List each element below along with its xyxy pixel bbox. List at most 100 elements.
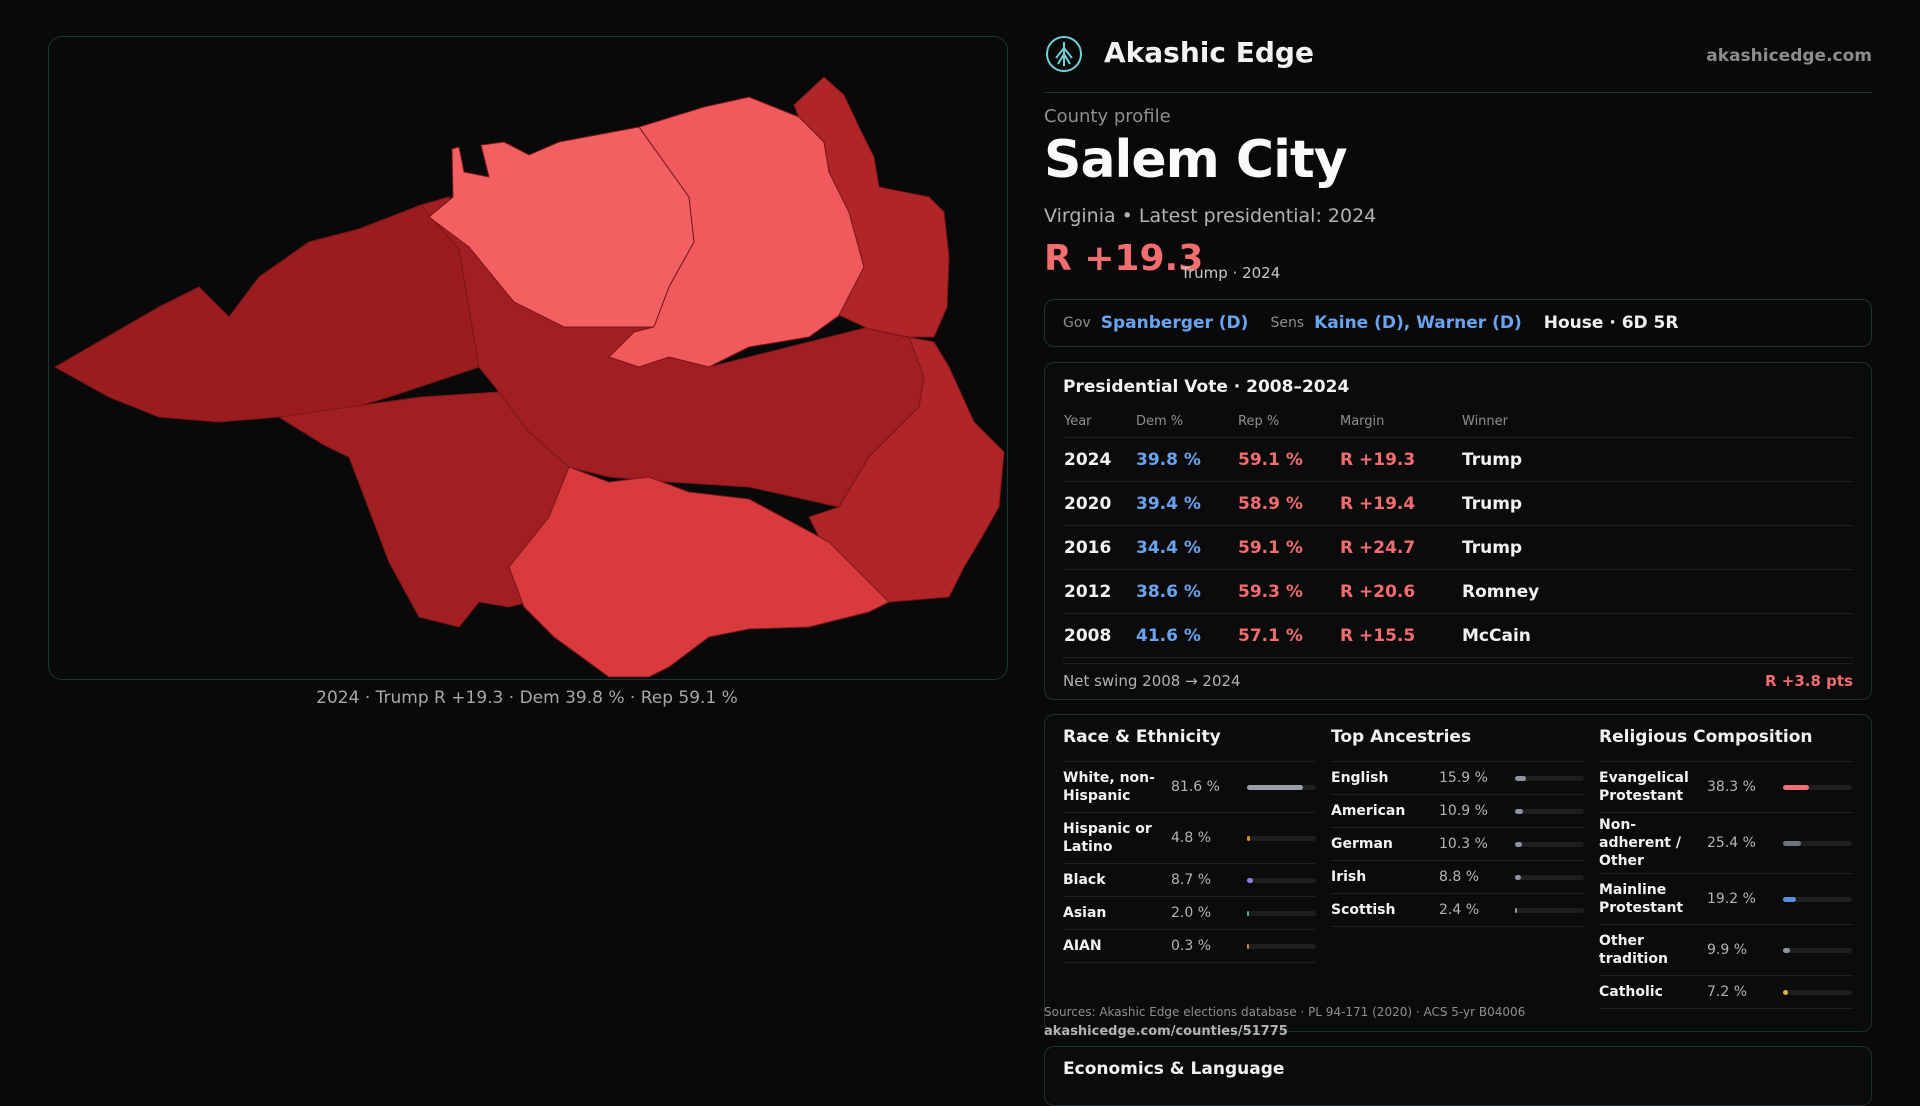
item-name: German — [1331, 836, 1393, 852]
cell-winner: McCain — [1461, 613, 1853, 658]
list-item: American 10.9 % — [1331, 795, 1584, 828]
share-bar — [1783, 947, 1852, 953]
vote-panel-title: Presidential Vote · 2008–2024 — [1063, 377, 1350, 397]
table-row: 2016 34.4 % 59.1 % R +24.7 Trump — [1063, 525, 1853, 570]
item-percent: 4.8 % — [1171, 830, 1212, 846]
table-row: 2012 38.6 % 59.3 % R +20.6 Romney — [1063, 569, 1853, 614]
cell-dem: 34.4 % — [1135, 525, 1237, 570]
table-row: 2008 41.6 % 57.1 % R +15.5 McCain — [1063, 613, 1853, 658]
senators-label: Sens — [1270, 315, 1305, 331]
item-name: White, non-Hispanic — [1063, 770, 1155, 804]
cell-dem: 39.8 % — [1135, 437, 1237, 482]
item-percent: 19.2 % — [1707, 891, 1756, 907]
ancestry-column: Top Ancestries English 15.9 % American 10.9… — [1331, 727, 1584, 927]
cell-winner: Trump — [1461, 437, 1853, 482]
race-list: White, non-Hispanic 81.6 % Hispanic or Lat… — [1063, 762, 1316, 963]
share-bar — [1247, 835, 1316, 841]
cell-rep: 59.1 % — [1237, 525, 1339, 570]
list-item: Asian 2.0 % — [1063, 897, 1316, 930]
item-name: Hispanic or Latino — [1063, 821, 1152, 855]
cell-rep: 58.9 % — [1237, 481, 1339, 526]
cell-margin: R +19.3 — [1339, 437, 1461, 482]
cell-year: 2012 — [1063, 569, 1135, 614]
share-bar-fill — [1783, 989, 1788, 995]
col-margin: Margin — [1339, 405, 1461, 438]
sources-text: Sources: Akashic Edge elections database… — [1044, 1005, 1526, 1019]
profile-eyebrow: County profile — [1044, 106, 1171, 127]
cell-margin: R +15.5 — [1339, 613, 1461, 658]
item-name: Asian — [1063, 905, 1107, 921]
item-name: Other tradition — [1599, 933, 1668, 967]
list-item: German 10.3 % — [1331, 828, 1584, 861]
share-bar — [1783, 784, 1852, 790]
site-domain[interactable]: akashicedge.com — [1706, 46, 1872, 66]
house-delegation: House · 6D 5R — [1543, 313, 1679, 333]
col-rep: Rep % — [1237, 405, 1339, 438]
map-precinct[interactable] — [808, 328, 1005, 603]
share-bar-fill — [1515, 907, 1517, 913]
source-url[interactable]: akashicedge.com/counties/51775 — [1044, 1024, 1288, 1039]
share-bar-fill — [1515, 808, 1523, 814]
map-precinct[interactable] — [53, 204, 480, 423]
county-map-svg — [53, 76, 1005, 678]
share-bar — [1247, 877, 1316, 883]
list-item: Non-adherent / Other 25.4 % — [1599, 813, 1853, 874]
list-item: Catholic 7.2 % — [1599, 976, 1853, 1009]
list-item: Scottish 2.4 % — [1331, 894, 1584, 927]
senators-names[interactable]: Kaine (D), Warner (D) — [1314, 313, 1522, 333]
cell-dem: 41.6 % — [1135, 613, 1237, 658]
cell-year: 2008 — [1063, 613, 1135, 658]
cell-year: 2020 — [1063, 481, 1135, 526]
item-percent: 2.0 % — [1171, 905, 1212, 921]
list-item: Other tradition 9.9 % — [1599, 925, 1853, 976]
item-percent: 7.2 % — [1707, 984, 1748, 1000]
share-bar-fill — [1247, 910, 1249, 916]
brand-name[interactable]: Akashic Edge — [1104, 36, 1314, 69]
cell-year: 2024 — [1063, 437, 1135, 482]
county-map[interactable] — [48, 36, 1008, 680]
item-name: Black — [1063, 872, 1106, 888]
religion-column: Religious Composition Evangelical Protes… — [1599, 727, 1853, 1009]
table-row: 2024 39.8 % 59.1 % R +19.3 Trump — [1063, 437, 1853, 482]
share-bar — [1515, 874, 1584, 880]
list-item: Mainline Protestant 19.2 % — [1599, 874, 1853, 925]
tree-globe-icon[interactable] — [1044, 34, 1084, 74]
item-name: Catholic — [1599, 984, 1663, 1000]
item-name: AIAN — [1063, 938, 1102, 954]
cell-margin: R +19.4 — [1339, 481, 1461, 526]
item-percent: 38.3 % — [1707, 779, 1756, 795]
share-bar — [1783, 840, 1852, 846]
county-title: Salem City — [1044, 130, 1348, 190]
share-bar — [1247, 910, 1316, 916]
governor-name[interactable]: Spanberger (D) — [1100, 313, 1249, 333]
cell-winner: Trump — [1461, 525, 1853, 570]
item-percent: 8.7 % — [1171, 872, 1212, 888]
vote-table-header: Year Dem % Rep % Margin Winner — [1063, 405, 1853, 438]
map-precinct[interactable] — [508, 466, 890, 678]
latest-margin: R +19.3 — [1044, 238, 1204, 279]
item-percent: 81.6 % — [1171, 779, 1220, 795]
net-swing-label: Net swing 2008 → 2024 — [1063, 672, 1241, 690]
share-bar — [1515, 841, 1584, 847]
map-precinct[interactable] — [793, 76, 950, 338]
share-bar — [1515, 907, 1584, 913]
site-header: Akashic Edge akashicedge.com — [1044, 34, 1872, 93]
religion-list: Evangelical Protestant 38.3 % Non-adherent… — [1599, 762, 1853, 1009]
share-bar — [1247, 784, 1316, 790]
share-bar — [1783, 896, 1852, 902]
item-name: English — [1331, 770, 1389, 786]
item-percent: 0.3 % — [1171, 938, 1212, 954]
share-bar-fill — [1515, 874, 1522, 880]
ancestry-title: Top Ancestries — [1331, 727, 1584, 762]
share-bar — [1247, 943, 1316, 949]
item-percent: 10.3 % — [1439, 836, 1488, 852]
share-bar-fill — [1247, 877, 1253, 883]
item-percent: 8.8 % — [1439, 869, 1480, 885]
econ-title: Economics & Language — [1063, 1059, 1285, 1079]
share-bar — [1515, 808, 1584, 814]
officials-bar: Gov Spanberger (D) Sens Kaine (D), Warne… — [1044, 299, 1872, 347]
religion-title: Religious Composition — [1599, 727, 1853, 762]
list-item: Hispanic or Latino 4.8 % — [1063, 813, 1316, 864]
economics-panel: Economics & Language — [1044, 1046, 1872, 1106]
share-bar-fill — [1247, 835, 1251, 841]
